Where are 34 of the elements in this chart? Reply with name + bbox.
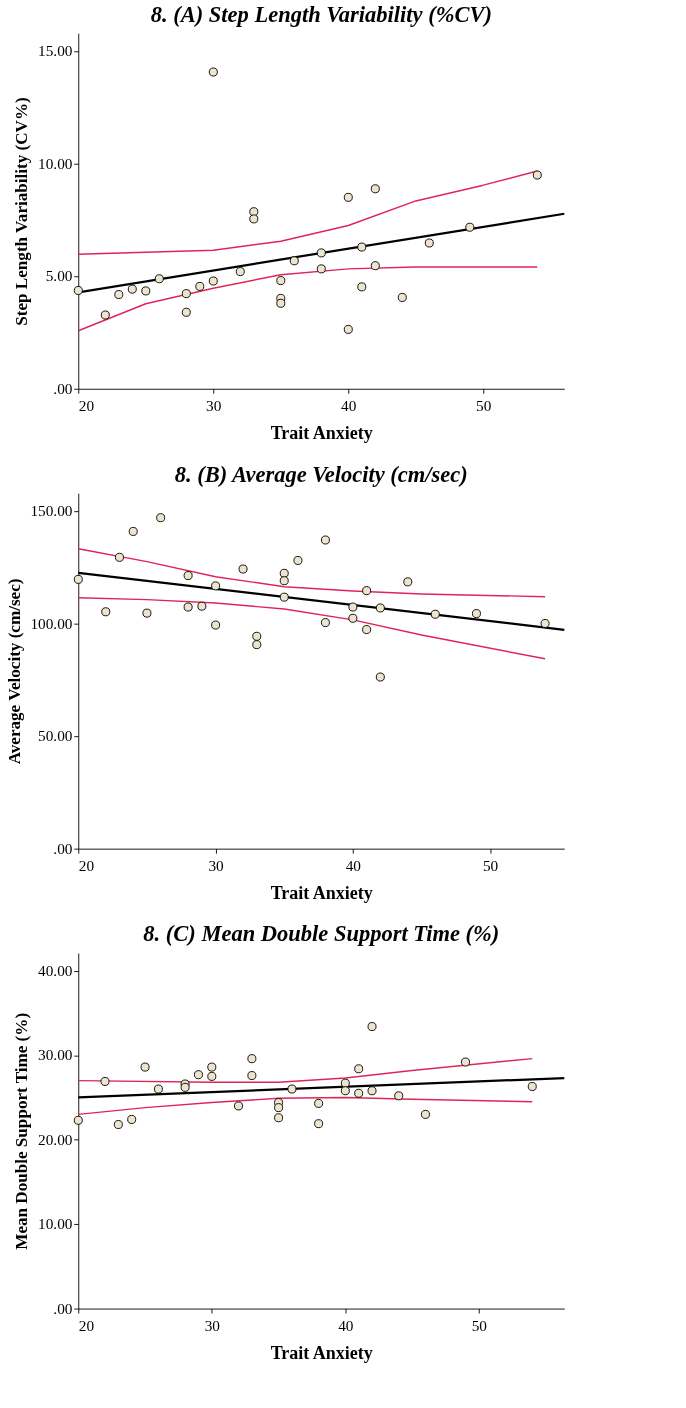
x-tick-label: 20 <box>78 856 95 874</box>
x-tick-label: 40 <box>345 856 362 874</box>
x-tick-label: 30 <box>204 1316 221 1334</box>
x-tick-label: 40 <box>338 1316 354 1334</box>
y-tick-label: .00 <box>53 1299 73 1317</box>
y-tick-label: 150.00 <box>30 502 73 520</box>
y-axis-title: Step Length Variability (CV%) <box>12 97 32 326</box>
y-axis-title: Mean Double Support Time (%) <box>12 1012 32 1250</box>
y-tick-label: 100.00 <box>30 614 73 632</box>
y-axis-title: Average Velocity (cm/sec) <box>4 578 24 765</box>
x-tick-label: 20 <box>78 1316 95 1334</box>
chart-title: 8. (C) Mean Double Support Time (%) <box>143 921 500 947</box>
y-tick-label: 50.00 <box>38 727 73 745</box>
chart-title: 8. (B) Average Velocity (cm/sec) <box>174 461 468 487</box>
x-tick-label: 30 <box>206 396 222 414</box>
y-tick-label: 10.00 <box>38 1215 73 1233</box>
x-tick-label: 40 <box>341 396 357 414</box>
y-tick-label: 15.00 <box>38 42 73 60</box>
x-tick-label: 50 <box>471 1316 488 1334</box>
y-tick-label: .00 <box>53 839 73 857</box>
y-tick-label: 5.00 <box>45 267 73 285</box>
y-tick-label: .00 <box>53 379 73 397</box>
y-tick-label: 40.00 <box>38 961 73 979</box>
x-tick-label: 50 <box>476 396 492 414</box>
x-axis-title: Trait Anxiety <box>270 422 373 443</box>
x-tick-label: 50 <box>482 856 499 874</box>
x-axis-title: Trait Anxiety <box>270 882 373 903</box>
y-tick-label: 30.00 <box>38 1046 73 1064</box>
y-tick-label: 20.00 <box>38 1130 73 1148</box>
chart-title: 8. (A) Step Length Variability (%CV) <box>150 1 492 27</box>
x-tick-label: 20 <box>78 396 95 414</box>
y-tick-label: 10.00 <box>38 154 73 172</box>
x-axis-title: Trait Anxiety <box>270 1342 373 1363</box>
x-tick-label: 30 <box>208 856 225 874</box>
